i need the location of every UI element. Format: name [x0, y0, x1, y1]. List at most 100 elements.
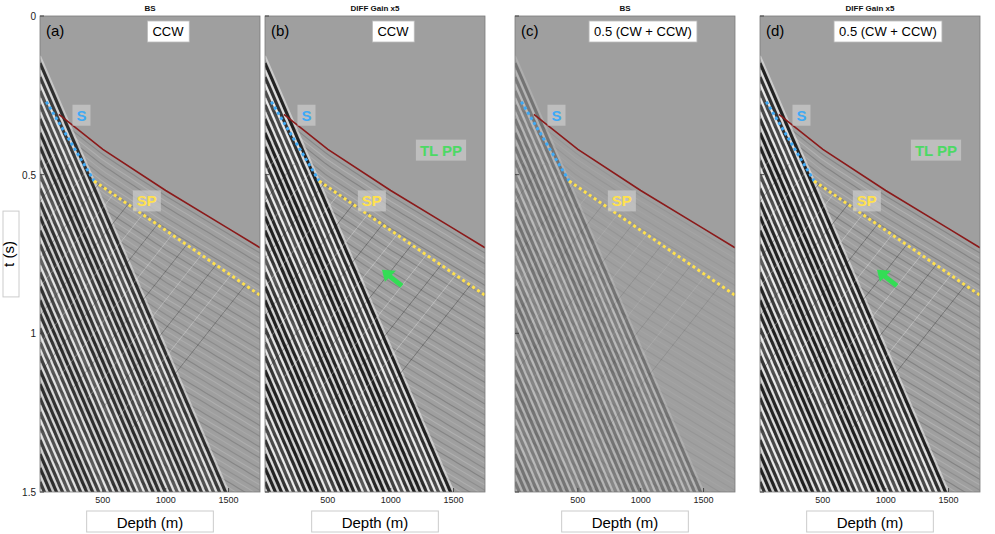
event-line: [94, 181, 260, 295]
x-tick-label: 1500: [444, 495, 464, 505]
arrow: [382, 270, 402, 286]
panel-title: DIFF Gain x5: [846, 4, 895, 13]
plot-area: [515, 56, 735, 492]
event-line: [46, 102, 94, 181]
texture-band: [265, 433, 485, 492]
texture-upgoing: [40, 184, 99, 327]
annotation: SP: [612, 192, 632, 209]
xlabel-box: [807, 511, 934, 532]
texture-band: [265, 475, 485, 492]
texture-band: [760, 489, 980, 492]
seismic-texture: [515, 56, 735, 492]
texture-upgoing: [40, 154, 55, 297]
texture-upgoing: [515, 184, 574, 327]
texture-upgoing: [760, 184, 819, 327]
annotation: SP: [362, 192, 382, 209]
texture-upgoing: [607, 285, 720, 428]
texture-band: [265, 426, 485, 492]
annotation-box: [911, 140, 961, 161]
seismic-texture: [40, 56, 260, 492]
texture-band: [515, 440, 735, 492]
texture-band: [265, 461, 485, 492]
y-tick: [40, 492, 44, 493]
frame: [515, 16, 735, 492]
y-tick: [265, 492, 269, 493]
event-line: [569, 181, 735, 295]
texture-upgoing: [284, 235, 397, 378]
plot-area: [760, 56, 980, 492]
annotation-box: [853, 190, 881, 211]
panel: 50010001500DIFF Gain x5(d)0.5 (CW + CCW)…: [662, 4, 980, 534]
y-tick: [760, 16, 764, 17]
texture-upgoing: [265, 184, 324, 327]
x-tick: [390, 488, 391, 492]
texture-band: [265, 447, 485, 492]
y-tick: [40, 333, 44, 334]
texture-upgoing: [760, 154, 775, 297]
texture-band: [265, 468, 485, 492]
texture-band: [265, 454, 485, 492]
y-axis-title: t (s): [0, 241, 17, 267]
texture-upgoing: [593, 275, 706, 418]
texture-band: [40, 412, 260, 492]
texture-band: [760, 349, 980, 492]
texture-band: [40, 419, 260, 492]
annotation: TL PP: [420, 142, 462, 159]
texture-band: [760, 412, 980, 492]
y-tick-label: 1.5: [22, 487, 36, 498]
texture-band: [515, 419, 735, 492]
texture-band: [265, 489, 485, 492]
texture-band: [515, 461, 735, 492]
texture-band: [515, 426, 735, 492]
texture-upgoing: [313, 255, 426, 398]
annotation-box: [547, 105, 565, 126]
x-tick-label: 1000: [156, 495, 176, 505]
annotation: S: [796, 107, 806, 124]
y-tick: [40, 16, 44, 17]
event-line: [521, 102, 569, 181]
texture-upgoing: [515, 174, 559, 317]
texture-upgoing: [74, 245, 187, 388]
texture-band: [515, 468, 735, 492]
event-line: [814, 181, 980, 295]
texture-upgoing: [852, 285, 965, 428]
texture-band: [760, 398, 980, 492]
x-tick: [453, 488, 454, 492]
texture-upgoing: [515, 164, 544, 307]
panel-letter: (d): [766, 22, 784, 39]
x-tick-label: 1500: [219, 495, 239, 505]
event-line: [319, 181, 485, 295]
texture-band: [265, 405, 485, 492]
arrow: [877, 270, 897, 286]
label-box: [589, 21, 697, 42]
annotation: S: [301, 107, 311, 124]
y-tick-label: 0: [30, 11, 36, 22]
texture-band: [515, 454, 735, 492]
x-tick-label: 1500: [694, 495, 714, 505]
texture-upgoing: [265, 204, 353, 347]
x-tick-label: 500: [95, 495, 110, 505]
seismic-texture: [760, 56, 980, 492]
y-tick-label: 0.5: [22, 170, 36, 181]
texture-upgoing: [40, 164, 69, 307]
texture-upgoing: [357, 285, 470, 428]
x-tick: [165, 488, 166, 492]
texture-upgoing: [760, 174, 804, 317]
texture-band: [40, 468, 260, 492]
texture-band: [760, 475, 980, 492]
panel-title: DIFF Gain x5: [351, 4, 400, 13]
texture-band: [265, 419, 485, 492]
texture-band: [760, 482, 980, 492]
texture-band: [40, 433, 260, 492]
y-tick: [265, 16, 269, 17]
texture-band: [760, 426, 980, 492]
panel-letter: (c): [521, 22, 539, 39]
texture-band: [40, 349, 260, 492]
texture-upgoing: [299, 245, 412, 388]
x-axis-title: Depth (m): [117, 514, 184, 531]
texture-band: [515, 489, 735, 492]
annotation-box: [608, 190, 636, 211]
annotation: SP: [137, 192, 157, 209]
texture-upgoing: [265, 164, 294, 307]
x-tick-label: 500: [815, 495, 830, 505]
